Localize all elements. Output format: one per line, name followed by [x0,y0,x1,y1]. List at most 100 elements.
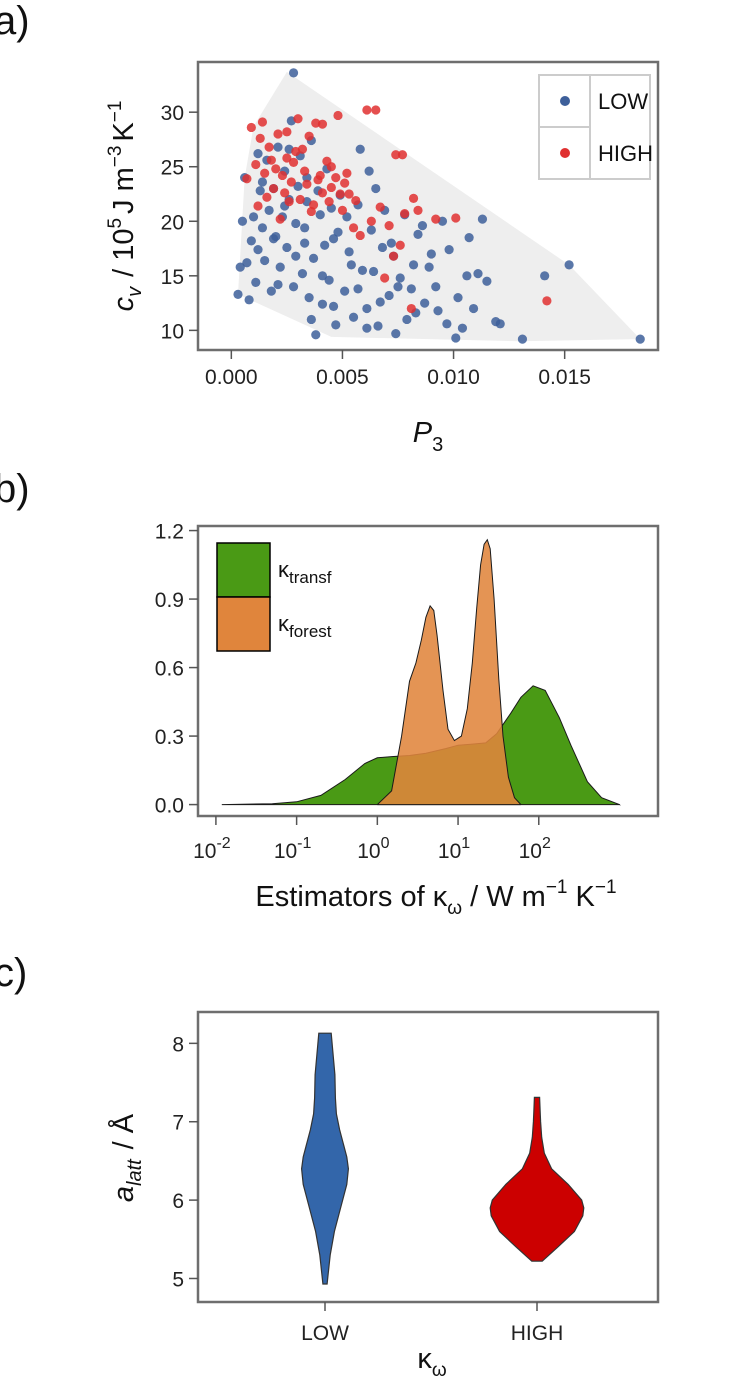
panel-a-plot [233,68,645,344]
data-point-low [453,293,463,303]
data-point-high [300,166,310,176]
data-point-low [266,286,276,296]
violin-high [489,1096,585,1262]
data-point-low [297,269,308,279]
data-point-low [391,329,401,339]
data-point-low [242,258,252,268]
x-tick-label: 101 [438,835,470,863]
data-point-high [282,153,292,163]
data-point-low [257,223,268,233]
data-point-high [277,170,288,181]
data-point-high [253,201,263,211]
data-point-low [420,298,430,308]
data-point-high [304,131,314,141]
data-point-low [444,245,454,255]
data-point-high [400,209,410,219]
data-point-low [442,319,452,329]
data-point-high [542,296,552,306]
data-point-low [451,333,461,343]
y-tick-label: 5 [172,1268,184,1291]
data-point-high [282,127,292,137]
data-point-high [355,230,365,241]
panel-label-a: a) [0,0,30,43]
data-point-low [364,166,374,176]
data-point-high [335,189,345,199]
x-tick-label: LOW [301,1322,349,1345]
data-point-low [473,269,483,279]
data-point-high [451,213,461,223]
data-point-low [288,282,299,292]
data-point-low [462,271,472,281]
data-point-high [286,177,296,187]
y-tick-label: 0.9 [155,589,184,612]
data-point-high [406,303,416,314]
data-point-high [306,206,316,217]
data-point-low [320,240,330,250]
data-point-high [371,105,381,115]
data-point-high [395,240,405,250]
data-point-low [375,297,385,307]
data-point-high [262,192,272,202]
y-tick-label: 1.2 [155,521,184,544]
panel-c: c) LOW HIGH 5 6 7 8 κω alatt/ Å [0,951,660,1379]
data-point-low [251,277,261,287]
data-point-low [331,320,341,330]
data-point-low [257,177,268,187]
data-point-high [280,188,290,198]
density-forest [376,538,522,806]
data-point-low [237,216,248,226]
data-point-high [257,117,268,127]
data-point-low [304,293,314,303]
y-tick-label: 25 [161,157,184,180]
panel-b-x-axis: 10-2 10-1 100 101 102 [193,816,551,863]
data-point-high [288,157,299,167]
data-point-high [344,189,354,199]
data-point-high [273,129,283,139]
legend-swatch-forest [216,596,271,652]
data-point-low [248,212,259,222]
x-tick-label: HIGH [511,1322,564,1345]
data-point-high [268,183,279,194]
data-point-high [366,216,376,226]
data-point-high [284,197,294,207]
legend-label-forest: κforest [278,611,332,641]
data-point-low [324,275,334,285]
data-point-low [306,314,316,325]
panel-b-legend: κtransf κforest [216,542,332,652]
data-point-low [431,282,441,292]
data-point-high [242,174,252,184]
panel-a-y-label: cv/ 105J m−3K−1 [105,101,146,312]
data-point-low [482,276,492,286]
x-tick-label: 0.005 [316,366,369,389]
x-tick-label: 0.015 [538,366,591,389]
data-point-low [328,301,339,311]
panel-b: b) 10-2 10-1 100 101 102 0.0 0.3 0.6 0.9 1.2 κtr… [0,467,660,919]
data-point-low [433,306,443,316]
data-point-high [260,168,270,178]
panel-a-frame [196,60,660,352]
data-point-high [384,221,394,231]
data-point-low [635,334,645,344]
data-point-low [342,212,352,222]
x-tick-label: 0.010 [427,366,480,389]
data-point-high [266,155,276,165]
y-tick-label: 8 [172,1033,184,1056]
data-point-low [346,260,356,270]
data-point-low [317,271,328,281]
y-tick-label: 15 [161,266,184,289]
data-point-high [264,142,274,152]
y-tick-label: 0.0 [155,795,184,818]
panel-b-frame [196,524,660,818]
legend-marker-high [560,148,570,158]
legend-label-high: HIGH [598,141,653,166]
panel-c-y-axis: 5 6 7 8 [172,1033,198,1291]
data-point-low [564,260,574,270]
data-point-high [333,110,343,121]
data-point-high [295,194,305,205]
data-point-low [362,323,372,333]
data-point-low [540,271,550,281]
data-point-low [317,299,328,309]
data-point-high [413,205,423,215]
convex-hull [238,71,641,342]
